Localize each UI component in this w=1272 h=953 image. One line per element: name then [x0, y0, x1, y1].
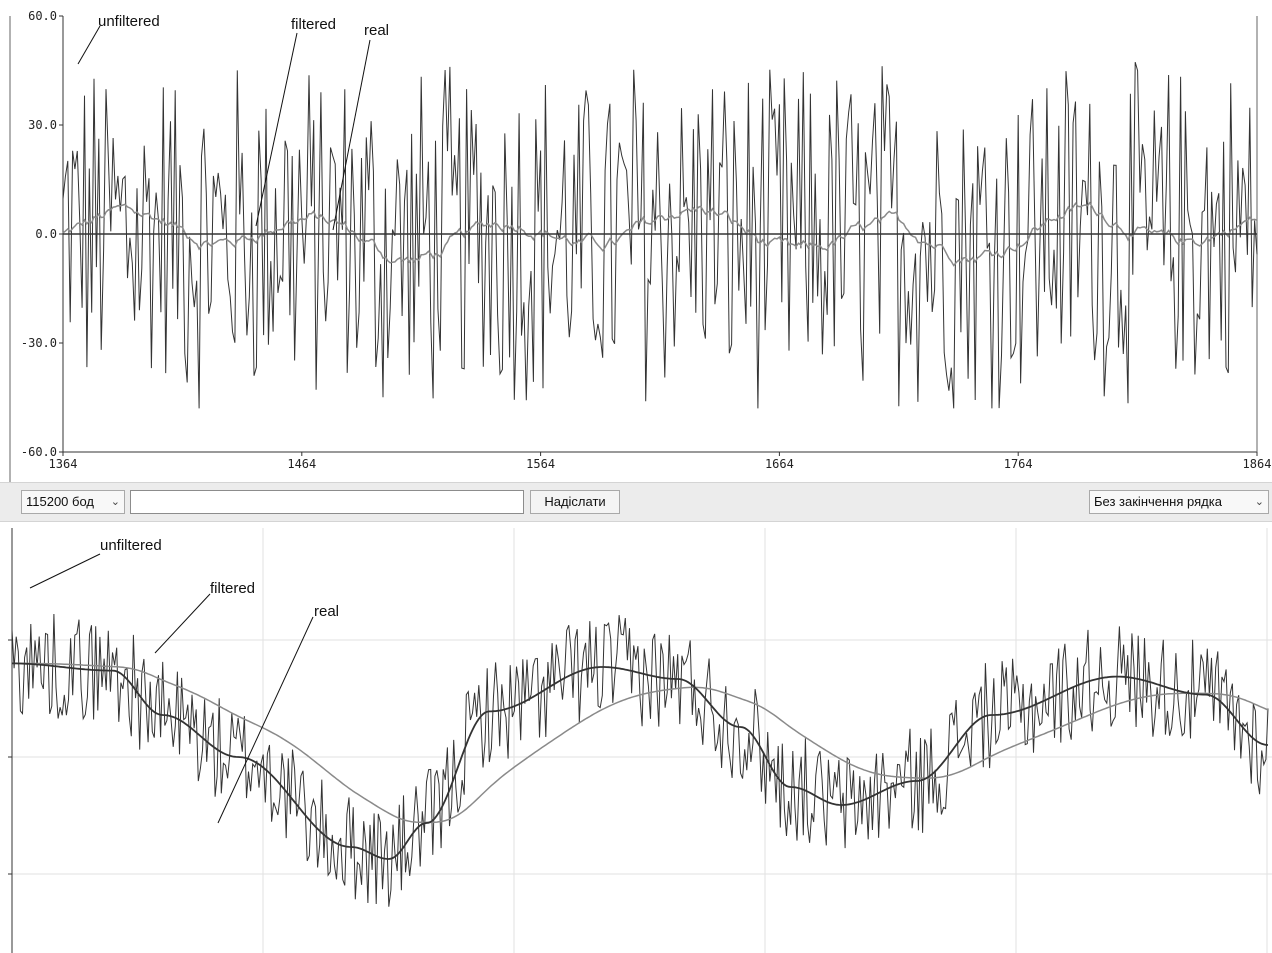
- x-tick-label: 1664: [765, 457, 794, 471]
- real-label: real: [364, 22, 389, 39]
- real-pointer: [217, 616, 314, 824]
- chevron-down-icon: ⌄: [110, 496, 120, 508]
- x-tick-label: 1464: [287, 457, 316, 471]
- chevron-down-icon: ⌄: [1254, 496, 1264, 508]
- baud-rate-select[interactable]: 115200 бод ⌄: [21, 490, 125, 514]
- y-tick-label: -30.0: [21, 336, 57, 350]
- line-ending-value: Без закінчення рядка: [1094, 494, 1222, 509]
- y-tick-label: 30.0: [28, 118, 57, 132]
- y-tick-label: -60.0: [21, 445, 57, 459]
- message-input[interactable]: [130, 490, 524, 514]
- line-ending-select[interactable]: Без закінчення рядка ⌄: [1089, 490, 1269, 514]
- y-tick-label: 0.0: [35, 227, 57, 241]
- filtered-label: filtered: [291, 16, 336, 33]
- unfiltered-series-line: [11, 613, 1269, 907]
- real-series-line: [12, 662, 1269, 860]
- send-button[interactable]: Надіслати: [530, 490, 620, 514]
- x-tick-label: 1364: [49, 457, 78, 471]
- real-label: real: [314, 603, 339, 620]
- serial-toolbar: 115200 бод ⌄ Надіслати Без закінчення ря…: [0, 482, 1272, 522]
- x-tick-label: 1564: [526, 457, 555, 471]
- unfiltered-series-line: [62, 61, 1258, 409]
- filtered-pointer: [154, 593, 211, 654]
- real-pointer: [332, 39, 371, 231]
- unfiltered-pointer: [29, 553, 101, 589]
- unfiltered-label: unfiltered: [98, 13, 160, 30]
- serial-plotter-chart-top: 60.0 30.0 0.0 -30.0 -60.0 1364 1464 1564 1664 17…: [9, 9, 1272, 482]
- serial-plotter-chart-bottom: unfiltered filtered real: [8, 528, 1272, 953]
- x-tick-label: 1864: [1243, 457, 1272, 471]
- baud-rate-value: 115200 бод: [26, 494, 95, 509]
- unfiltered-pointer: [77, 25, 101, 65]
- y-tick-label: 60.0: [28, 9, 57, 23]
- filtered-pointer: [255, 32, 298, 227]
- x-tick-label: 1764: [1004, 457, 1033, 471]
- filtered-series-line: [12, 662, 1269, 824]
- filtered-label: filtered: [210, 580, 255, 597]
- unfiltered-label: unfiltered: [100, 537, 162, 554]
